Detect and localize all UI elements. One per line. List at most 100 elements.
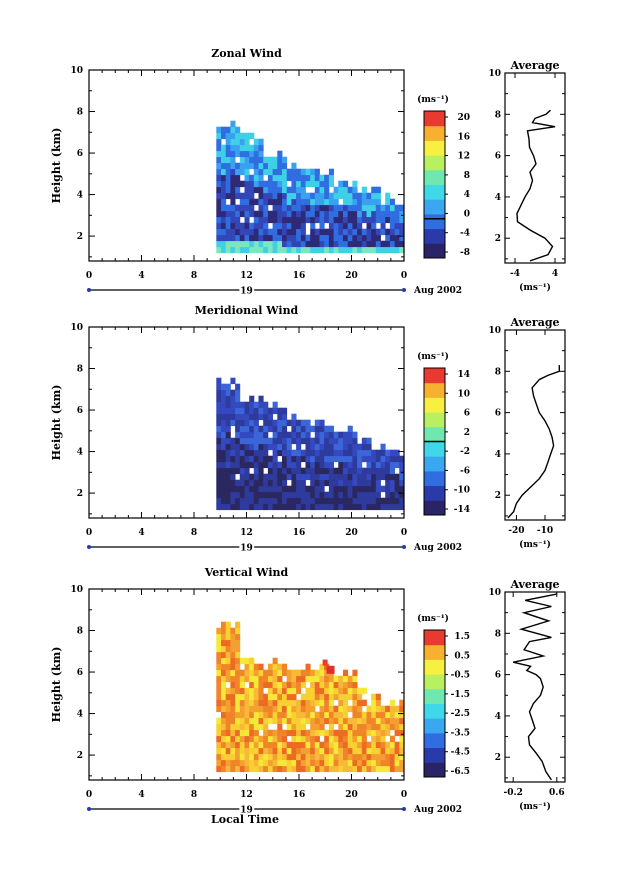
heatmap-cell — [253, 669, 259, 677]
heatmap-cell — [277, 479, 283, 487]
heatmap-cell — [263, 419, 269, 427]
heatmap-cell — [314, 491, 320, 499]
heatmap-cell — [230, 413, 236, 421]
heatmap-cell — [314, 693, 320, 701]
heatmap-cell — [216, 717, 222, 725]
heatmap-cell — [305, 491, 311, 499]
heatmap-cell — [314, 675, 320, 683]
heatmap-cell — [324, 741, 330, 749]
heatmap-cell — [375, 186, 381, 194]
heatmap-cell — [272, 687, 278, 695]
heatmap-cell — [230, 192, 236, 200]
heatmap-cell — [263, 246, 269, 254]
heatmap-cell — [305, 497, 311, 505]
heatmap-cell — [310, 723, 316, 731]
heatmap-cell — [324, 747, 330, 755]
heatmap-cell — [263, 401, 269, 409]
heatmap-cell — [216, 204, 222, 212]
heatmap-cell — [357, 455, 363, 463]
heatmap-cell — [230, 657, 236, 665]
heatmap-cell — [291, 246, 297, 254]
heatmap-cell — [291, 741, 297, 749]
heatmap-cell — [282, 705, 288, 713]
heatmap-cell — [225, 479, 231, 487]
colorbar-segment — [424, 213, 445, 230]
x-tick-label: 0 — [401, 790, 407, 800]
heatmap-cell — [239, 138, 245, 146]
colorbar-unit: (ms⁻¹) — [417, 94, 449, 105]
heatmap-cell — [286, 204, 292, 212]
heatmap-cell — [338, 192, 344, 200]
heatmap-cell — [296, 753, 302, 761]
heatmap-cell — [314, 449, 320, 457]
heatmap-cell — [343, 461, 349, 469]
heatmap-cell — [305, 180, 311, 188]
heatmap-cell — [389, 485, 395, 493]
heatmap-cell — [221, 126, 227, 134]
heatmap-cell — [357, 753, 363, 761]
heatmap-cell — [244, 497, 250, 505]
heatmap-cell — [296, 729, 302, 737]
heatmap-cell — [258, 765, 264, 773]
heatmap-cell — [221, 723, 227, 731]
heatmap-cell — [352, 693, 358, 701]
heatmap-cell — [310, 180, 316, 188]
heatmap-cell — [319, 491, 325, 499]
heatmap-cell — [230, 216, 236, 224]
date-label: Aug 2002 — [413, 286, 462, 296]
heatmap-cell — [375, 503, 381, 511]
heatmap-cell — [249, 681, 255, 689]
heatmap-cell — [253, 717, 259, 725]
heatmap-cell — [258, 455, 264, 463]
heatmap-cell — [258, 437, 264, 445]
heatmap-cell — [328, 687, 334, 695]
heatmap-cell — [244, 156, 250, 164]
heatmap-cell — [371, 210, 377, 218]
heatmap-cell — [221, 473, 227, 481]
heatmap-cell — [324, 228, 330, 236]
heatmap-cell — [258, 431, 264, 439]
heatmap-cell — [244, 419, 250, 427]
heatmap-cell — [324, 753, 330, 761]
x-tick-label: 4 — [138, 790, 144, 800]
heatmap-cell — [225, 186, 231, 194]
heatmap-cell — [282, 497, 288, 505]
heatmap-cell — [300, 497, 306, 505]
heatmap-cell — [263, 675, 269, 683]
heatmap-cell — [282, 711, 288, 719]
heatmap-cell — [338, 204, 344, 212]
heatmap-cell — [239, 204, 245, 212]
heatmap-cell — [347, 431, 353, 439]
heatmap-cell — [230, 645, 236, 653]
heatmap-cell — [230, 156, 236, 164]
heatmap-cell — [357, 216, 363, 224]
heatmap-cell — [263, 681, 269, 689]
heatmap-cell — [328, 204, 334, 212]
heatmap-cell — [324, 240, 330, 248]
heatmap-cell — [300, 747, 306, 755]
heatmap-cell — [239, 234, 245, 242]
heatmap-cell — [263, 765, 269, 773]
heatmap-cell — [258, 675, 264, 683]
heatmap-cell — [225, 675, 231, 683]
heatmap-cell — [371, 711, 377, 719]
heatmap-cell — [366, 765, 372, 773]
heatmap-cell — [235, 669, 241, 677]
heatmap-cell — [249, 663, 255, 671]
y-tick-label: 10 — [70, 323, 83, 333]
heatmap-cell — [277, 485, 283, 493]
heatmap-cell — [310, 240, 316, 248]
heatmap-cell — [291, 711, 297, 719]
heatmap-cell — [216, 180, 222, 188]
heatmap-cell — [371, 491, 377, 499]
heatmap-cell — [300, 168, 306, 176]
x-tick-label: 0 — [86, 790, 92, 800]
heatmap-cell — [399, 753, 405, 761]
heatmap-cell — [253, 198, 259, 206]
heatmap-cell — [357, 497, 363, 505]
heatmap-cell — [399, 240, 405, 248]
heatmap-cell — [371, 693, 377, 701]
heatmap-cell — [300, 174, 306, 182]
heatmap-cell — [394, 491, 400, 499]
heatmap-cell — [282, 186, 288, 194]
